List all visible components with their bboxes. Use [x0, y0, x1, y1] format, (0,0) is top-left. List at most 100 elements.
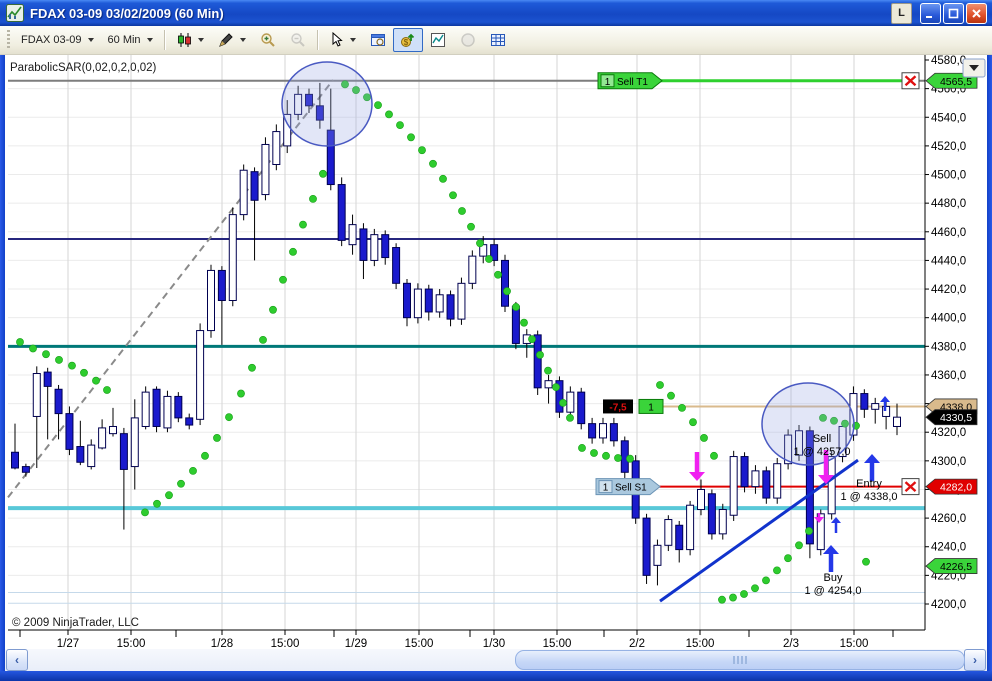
candle-body[interactable]	[326, 129, 335, 186]
candle-body[interactable]	[185, 417, 194, 426]
candle-body[interactable]	[827, 456, 836, 515]
candle-body[interactable]	[392, 247, 401, 284]
candle-body[interactable]	[305, 93, 313, 107]
candle-body[interactable]	[609, 423, 618, 442]
candle-body[interactable]	[664, 519, 673, 546]
chart-area[interactable]: Sell 1 @ 4257,0 Entry 1 @ 4338,0 Buy 1 @ 4254…	[0, 54, 992, 650]
toolbar-grip[interactable]	[7, 30, 10, 50]
candle-body[interactable]	[795, 430, 803, 456]
candle-body[interactable]	[588, 423, 597, 439]
cursor-tool-button[interactable]	[322, 28, 363, 52]
candle-body[interactable]	[697, 488, 705, 511]
candle-body[interactable]	[403, 282, 411, 319]
candle-body[interactable]	[773, 463, 782, 499]
candle-body[interactable]	[435, 294, 444, 313]
candle-body[interactable]	[152, 388, 161, 427]
candle-body[interactable]	[577, 391, 586, 425]
chart-trader-button[interactable]: $	[392, 28, 423, 52]
candle-body[interactable]	[533, 334, 542, 389]
candle-body[interactable]	[740, 456, 749, 488]
candle-body[interactable]	[261, 143, 270, 196]
candle-body[interactable]	[272, 131, 281, 166]
close-button[interactable]	[966, 2, 987, 24]
candle-body[interactable]	[98, 427, 107, 449]
candle-body[interactable]	[370, 234, 379, 261]
chart-style-button[interactable]	[169, 28, 211, 52]
candle-body[interactable]	[686, 504, 695, 551]
candle-body[interactable]	[250, 171, 259, 201]
candle-body[interactable]	[501, 259, 509, 307]
candle-body[interactable]	[294, 93, 303, 115]
trendline-solid[interactable]	[659, 458, 859, 603]
candle-body[interactable]	[446, 294, 455, 320]
candle-body[interactable]	[457, 282, 466, 320]
candle-body[interactable]	[805, 430, 814, 545]
candle-body[interactable]	[217, 269, 226, 302]
candle-body[interactable]	[337, 184, 346, 241]
trendline-dashed[interactable]	[7, 79, 334, 498]
zoom-out-button[interactable]	[283, 28, 313, 52]
candle-body[interactable]	[675, 524, 684, 551]
candle-body[interactable]	[599, 423, 607, 439]
candle-body[interactable]	[196, 330, 205, 420]
candle-body[interactable]	[860, 393, 869, 410]
candle-body[interactable]	[348, 224, 357, 246]
candle-body[interactable]	[141, 391, 150, 427]
candle-body[interactable]	[43, 371, 52, 387]
candle-body[interactable]	[207, 269, 215, 332]
candle-body[interactable]	[893, 416, 901, 427]
candle-body[interactable]	[21, 466, 30, 473]
zoom-in-button[interactable]	[253, 28, 283, 52]
candle-body[interactable]	[381, 234, 390, 259]
candle-body[interactable]	[163, 395, 172, 429]
highlight-ellipse[interactable]	[281, 61, 373, 147]
reload-button[interactable]	[453, 28, 483, 52]
data-grid-button[interactable]	[483, 28, 513, 52]
candle-body[interactable]	[729, 456, 738, 516]
drawing-tools-button[interactable]	[211, 28, 253, 52]
candle-body[interactable]	[566, 391, 575, 413]
candle-body[interactable]	[76, 446, 85, 463]
candle-body[interactable]	[511, 305, 520, 344]
region-select-button[interactable]	[363, 28, 393, 52]
scrollbar-thumb[interactable]	[515, 650, 965, 670]
minimize-button[interactable]	[920, 2, 941, 24]
candle-body[interactable]	[718, 509, 727, 535]
candle-body[interactable]	[87, 444, 96, 468]
scrollbar-track[interactable]	[29, 649, 965, 671]
candle-body[interactable]	[228, 214, 237, 302]
candle-body[interactable]	[653, 544, 662, 566]
candle-body[interactable]	[555, 380, 564, 413]
scroll-right-button[interactable]: ›	[964, 649, 986, 671]
candle-body[interactable]	[283, 113, 292, 147]
candle-body[interactable]	[119, 433, 128, 470]
candle-body[interactable]	[359, 228, 368, 261]
title-bar[interactable]: FDAX 03-09 03/02/2009 (60 Min) L	[0, 0, 992, 26]
candle-body[interactable]	[109, 425, 117, 435]
candle-body[interactable]	[413, 288, 422, 319]
candle-body[interactable]	[707, 493, 716, 535]
candle-body[interactable]	[11, 451, 19, 469]
candle-body[interactable]	[65, 413, 74, 450]
candle-body[interactable]	[315, 105, 324, 121]
maximize-button[interactable]	[943, 2, 964, 24]
candle-body[interactable]	[762, 470, 771, 499]
candle-body[interactable]	[544, 380, 553, 389]
candle-body[interactable]	[54, 388, 63, 415]
horizontal-scrollbar[interactable]: ‹ ›	[5, 649, 987, 671]
candle-body[interactable]	[239, 169, 248, 216]
instrument-selector[interactable]: FDAX 03-09	[14, 30, 101, 50]
highlight-ellipse[interactable]	[761, 382, 855, 466]
candle-body[interactable]	[816, 513, 825, 551]
interval-selector[interactable]: 60 Min	[101, 30, 160, 50]
candle-body[interactable]	[490, 244, 499, 261]
candle-body[interactable]	[784, 434, 793, 465]
link-button[interactable]: L	[891, 2, 912, 24]
candle-body[interactable]	[32, 373, 41, 417]
scroll-left-button[interactable]: ‹	[6, 649, 28, 671]
indicator-panel-button[interactable]	[423, 28, 453, 52]
candle-body[interactable]	[468, 255, 477, 284]
candle-body[interactable]	[130, 417, 139, 468]
candle-body[interactable]	[871, 403, 880, 410]
